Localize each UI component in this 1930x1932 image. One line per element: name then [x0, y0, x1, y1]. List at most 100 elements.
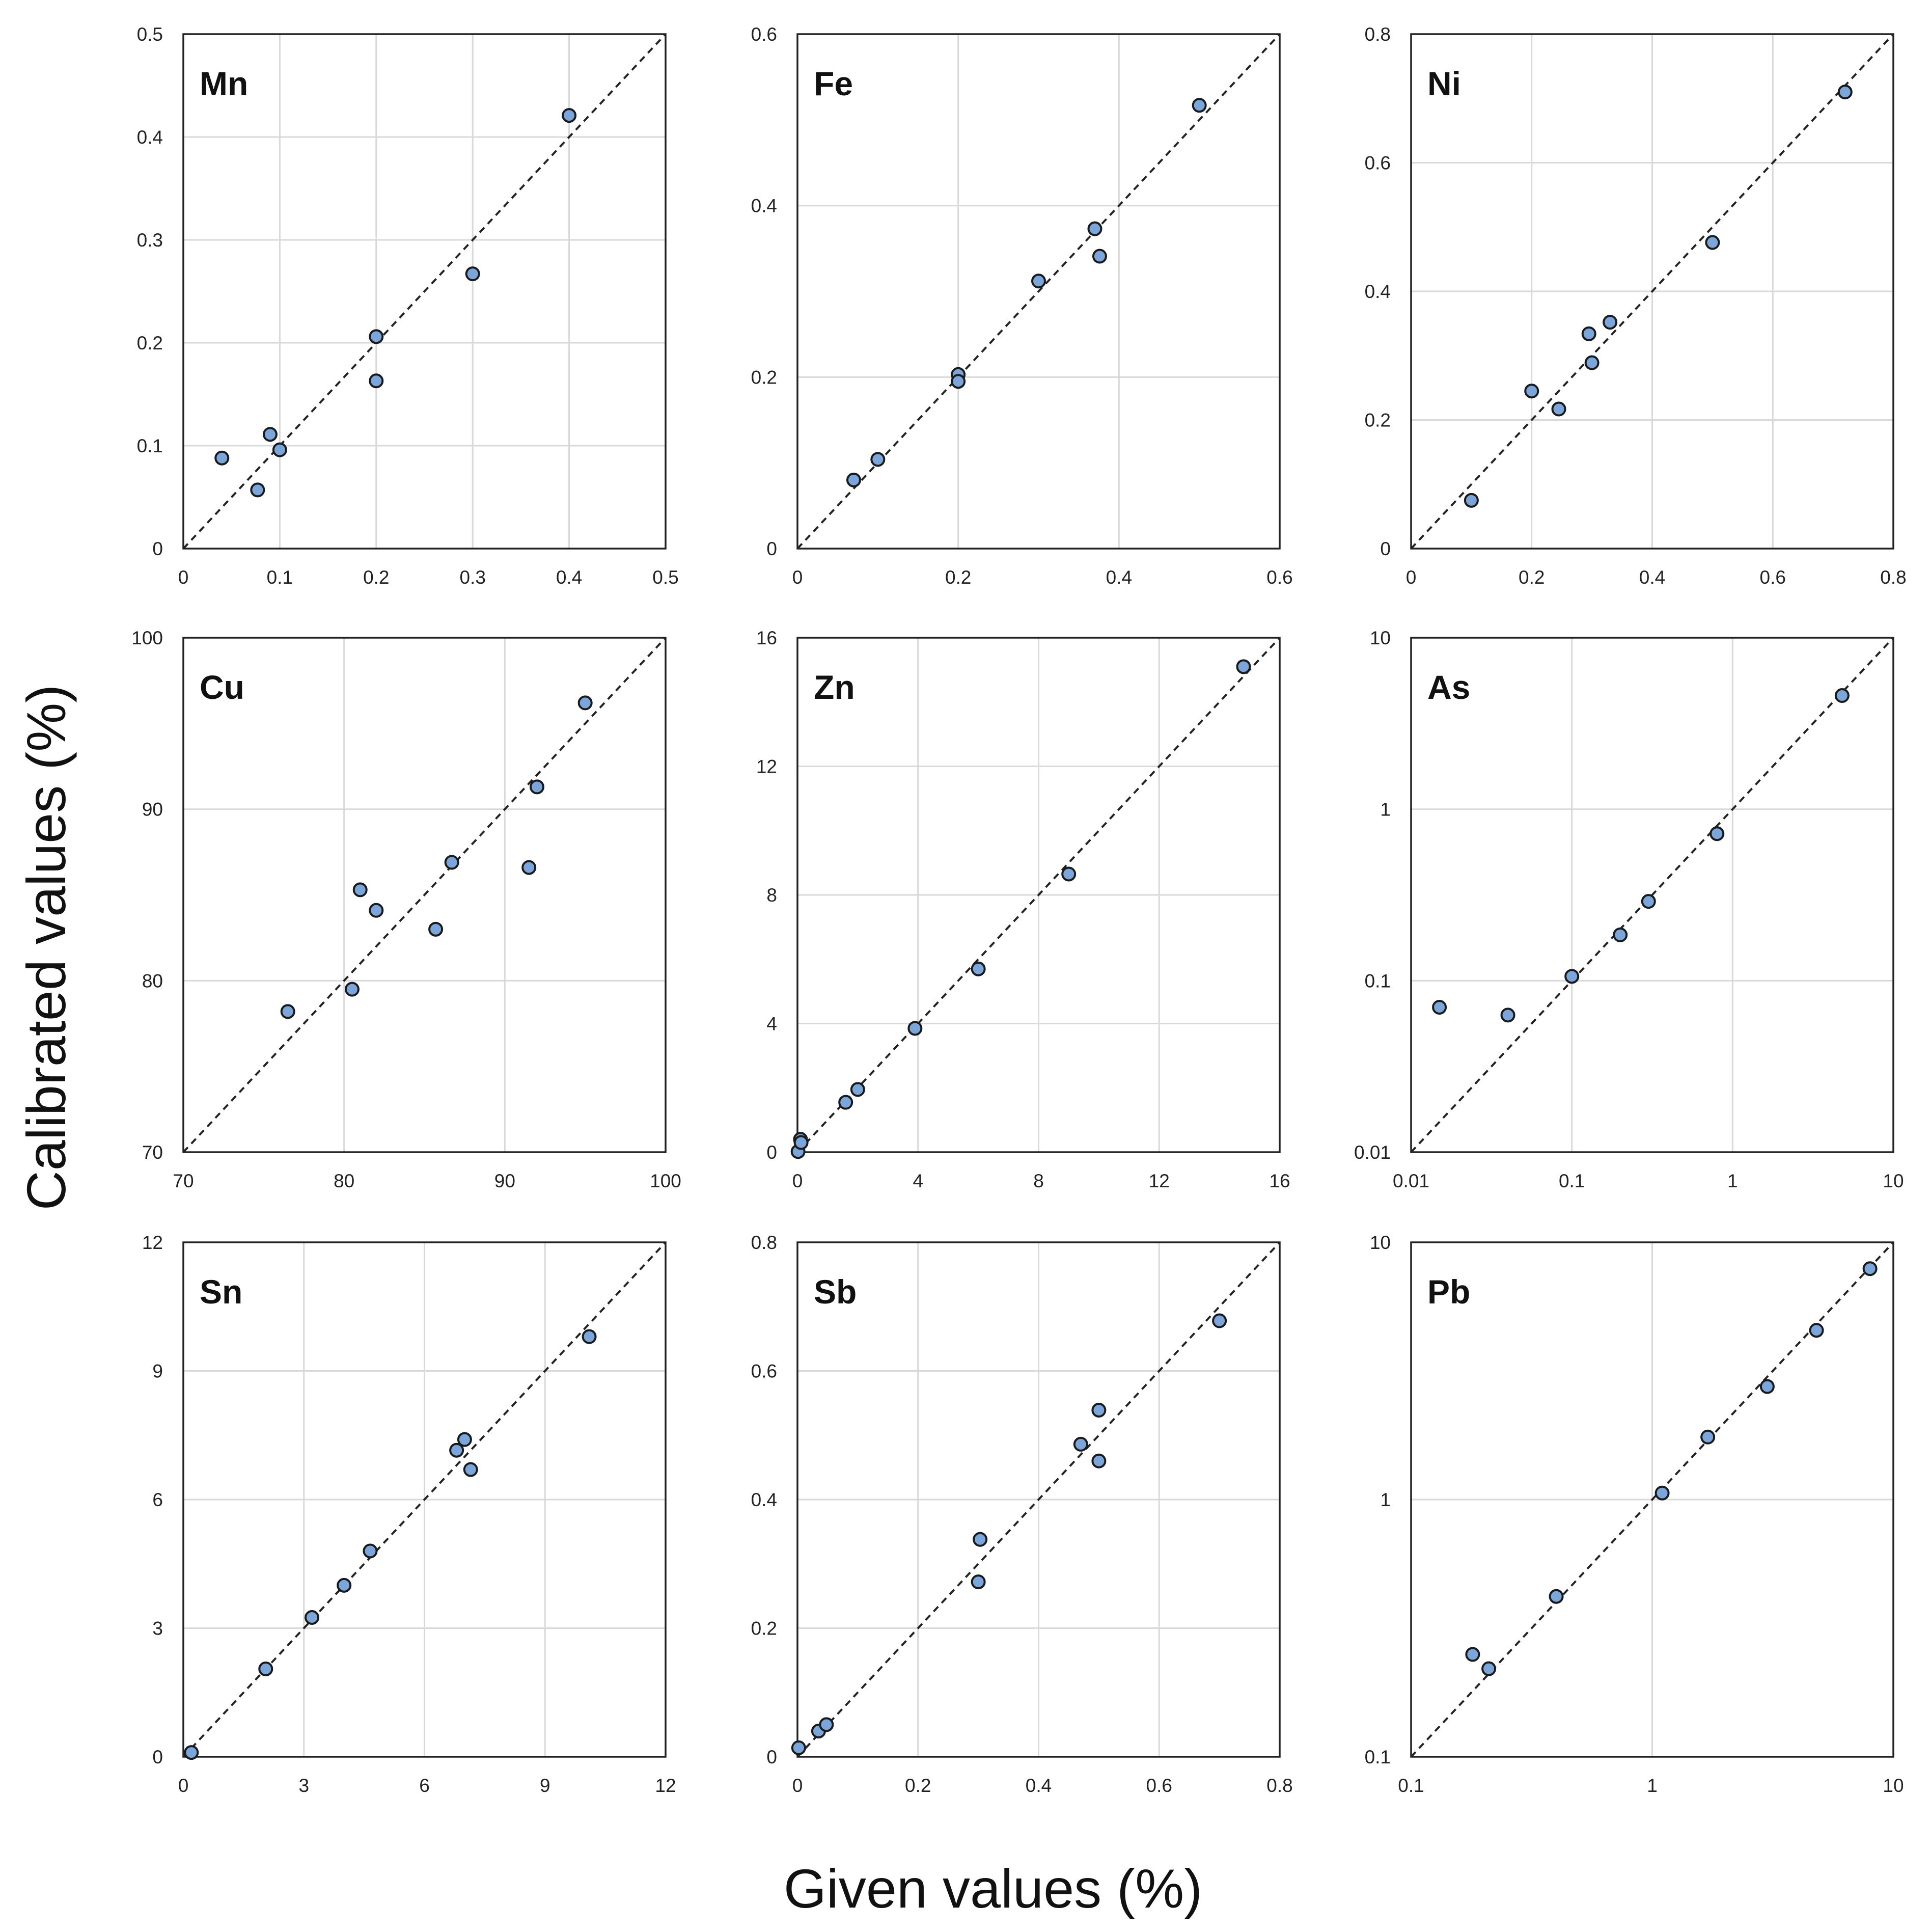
x-tick-label: 0.6	[1146, 1775, 1172, 1796]
y-axis-title: Calibrated values (%)	[15, 685, 77, 1210]
y-tick-label: 80	[142, 970, 163, 991]
data-point	[1464, 493, 1479, 508]
element-label: Sb	[814, 1273, 857, 1311]
plot-frame	[182, 1241, 667, 1758]
x-tick-label: 0.01	[1393, 1171, 1429, 1191]
y-tick-label: 0.4	[1365, 281, 1391, 302]
x-tick-label: 70	[173, 1171, 194, 1191]
y-tick-label: 12	[142, 1232, 163, 1253]
data-point	[337, 1577, 352, 1593]
y-tick-label: 0.2	[137, 333, 163, 353]
x-tick-label: 0.4	[1639, 567, 1665, 588]
y-tick-label: 0.4	[751, 196, 777, 216]
y-tick-label: 0.1	[1365, 970, 1391, 991]
data-point	[457, 1432, 472, 1447]
panel-grid: 0 0.1 0.2 0.3 0.4 0.5 0 0.1 0.2 0.3 0.4 0.5 Mn 0 0.2 0.…	[131, 24, 1906, 1796]
x-tick-label: 0.2	[905, 1775, 931, 1796]
reference-line-1to1	[796, 33, 1281, 550]
x-tick-label: 0.3	[459, 567, 485, 588]
data-point	[1073, 1436, 1088, 1452]
data-point	[1710, 826, 1725, 841]
data-point	[819, 1717, 834, 1732]
data-point	[465, 266, 480, 282]
y-tick-label: 0.2	[1365, 410, 1391, 431]
data-point	[344, 982, 360, 997]
y-tick-label: 70	[142, 1142, 163, 1163]
x-tick-label: 16	[1269, 1171, 1290, 1191]
y-tick-label: 1	[1380, 1489, 1391, 1510]
element-label: Pb	[1427, 1273, 1470, 1311]
data-point	[907, 1021, 923, 1036]
y-tick-label: 0.4	[751, 1489, 777, 1510]
data-point	[1500, 1008, 1515, 1023]
data-point	[214, 450, 230, 466]
x-tick-label: 0	[792, 567, 803, 588]
data-point	[1834, 688, 1850, 703]
data-point	[184, 1745, 199, 1760]
y-tick-label: 0	[1380, 538, 1391, 559]
element-label: Zn	[814, 668, 855, 706]
x-tick-label: 0.2	[1519, 567, 1545, 588]
y-tick-label: 4	[766, 1014, 777, 1035]
plot-frame	[1410, 637, 1894, 1153]
panel-sn: 0 3 6 9 12 0 3 6 9 12 Sn	[142, 1232, 676, 1796]
element-label: Ni	[1427, 65, 1461, 102]
plot-frame	[1410, 1241, 1894, 1758]
y-tick-label: 10	[1370, 628, 1391, 648]
data-point	[1551, 401, 1566, 417]
data-point	[791, 1740, 806, 1755]
data-point	[444, 855, 459, 870]
data-point	[1613, 927, 1628, 942]
data-point	[562, 108, 577, 123]
data-point	[1524, 384, 1539, 399]
x-tick-label: 0.5	[652, 567, 678, 588]
y-tick-label: 1	[1380, 799, 1391, 820]
data-point	[369, 373, 384, 389]
x-tick-label: 0.2	[945, 567, 971, 588]
y-tick-label: 0	[766, 538, 777, 559]
data-point	[449, 1443, 464, 1458]
data-point	[250, 482, 265, 498]
x-tick-label: 12	[1149, 1171, 1170, 1191]
plot-frame	[796, 1241, 1281, 1758]
data-point	[1549, 1589, 1564, 1604]
panel-cu: 70 80 90 100 70 80 90 100 Cu	[131, 628, 681, 1191]
y-tick-label: 0.4	[137, 127, 163, 148]
data-point	[870, 452, 886, 467]
data-point	[529, 779, 544, 795]
data-point	[838, 1095, 853, 1110]
y-tick-label: 0	[766, 1747, 777, 1767]
y-tick-label: 0	[152, 1747, 163, 1767]
data-point	[577, 695, 593, 711]
x-axis-title: Given values (%)	[784, 1858, 1202, 1919]
data-point	[1564, 969, 1580, 984]
y-tick-label: 0.2	[751, 367, 777, 388]
x-tick-label: 0.6	[1266, 567, 1292, 588]
x-tick-label: 90	[494, 1171, 515, 1191]
plot-frame	[796, 33, 1281, 550]
data-point	[1481, 1661, 1497, 1676]
data-point	[1061, 866, 1077, 882]
x-tick-label: 0.6	[1760, 567, 1786, 588]
x-tick-label: 0	[792, 1171, 803, 1191]
data-point	[1212, 1313, 1227, 1328]
y-tick-label: 0.6	[751, 24, 777, 45]
panel-fe: 0 0.2 0.4 0.6 0 0.2 0.4 0.6 Fe	[751, 24, 1293, 588]
y-tick-label: 100	[131, 628, 163, 648]
x-tick-label: 0.1	[1398, 1775, 1424, 1796]
data-point	[1432, 999, 1447, 1015]
data-point	[262, 427, 278, 442]
data-point	[428, 921, 444, 937]
data-point	[971, 1574, 986, 1590]
y-tick-label: 0	[766, 1142, 777, 1163]
plot-frame	[796, 637, 1281, 1153]
plot-frame	[182, 637, 667, 1153]
panel-as: 0.01 0.1 1 10 0.01 0.1 1 10 As	[1354, 628, 1904, 1191]
panel-ni: 0 0.2 0.4 0.6 0.8 0 0.2 0.4 0.6 0.8 Ni	[1365, 24, 1907, 588]
data-point	[1581, 326, 1596, 341]
x-tick-label: 0.4	[556, 567, 582, 588]
data-point	[850, 1082, 865, 1097]
element-label: Cu	[200, 668, 244, 706]
x-tick-label: 0.8	[1880, 567, 1906, 588]
